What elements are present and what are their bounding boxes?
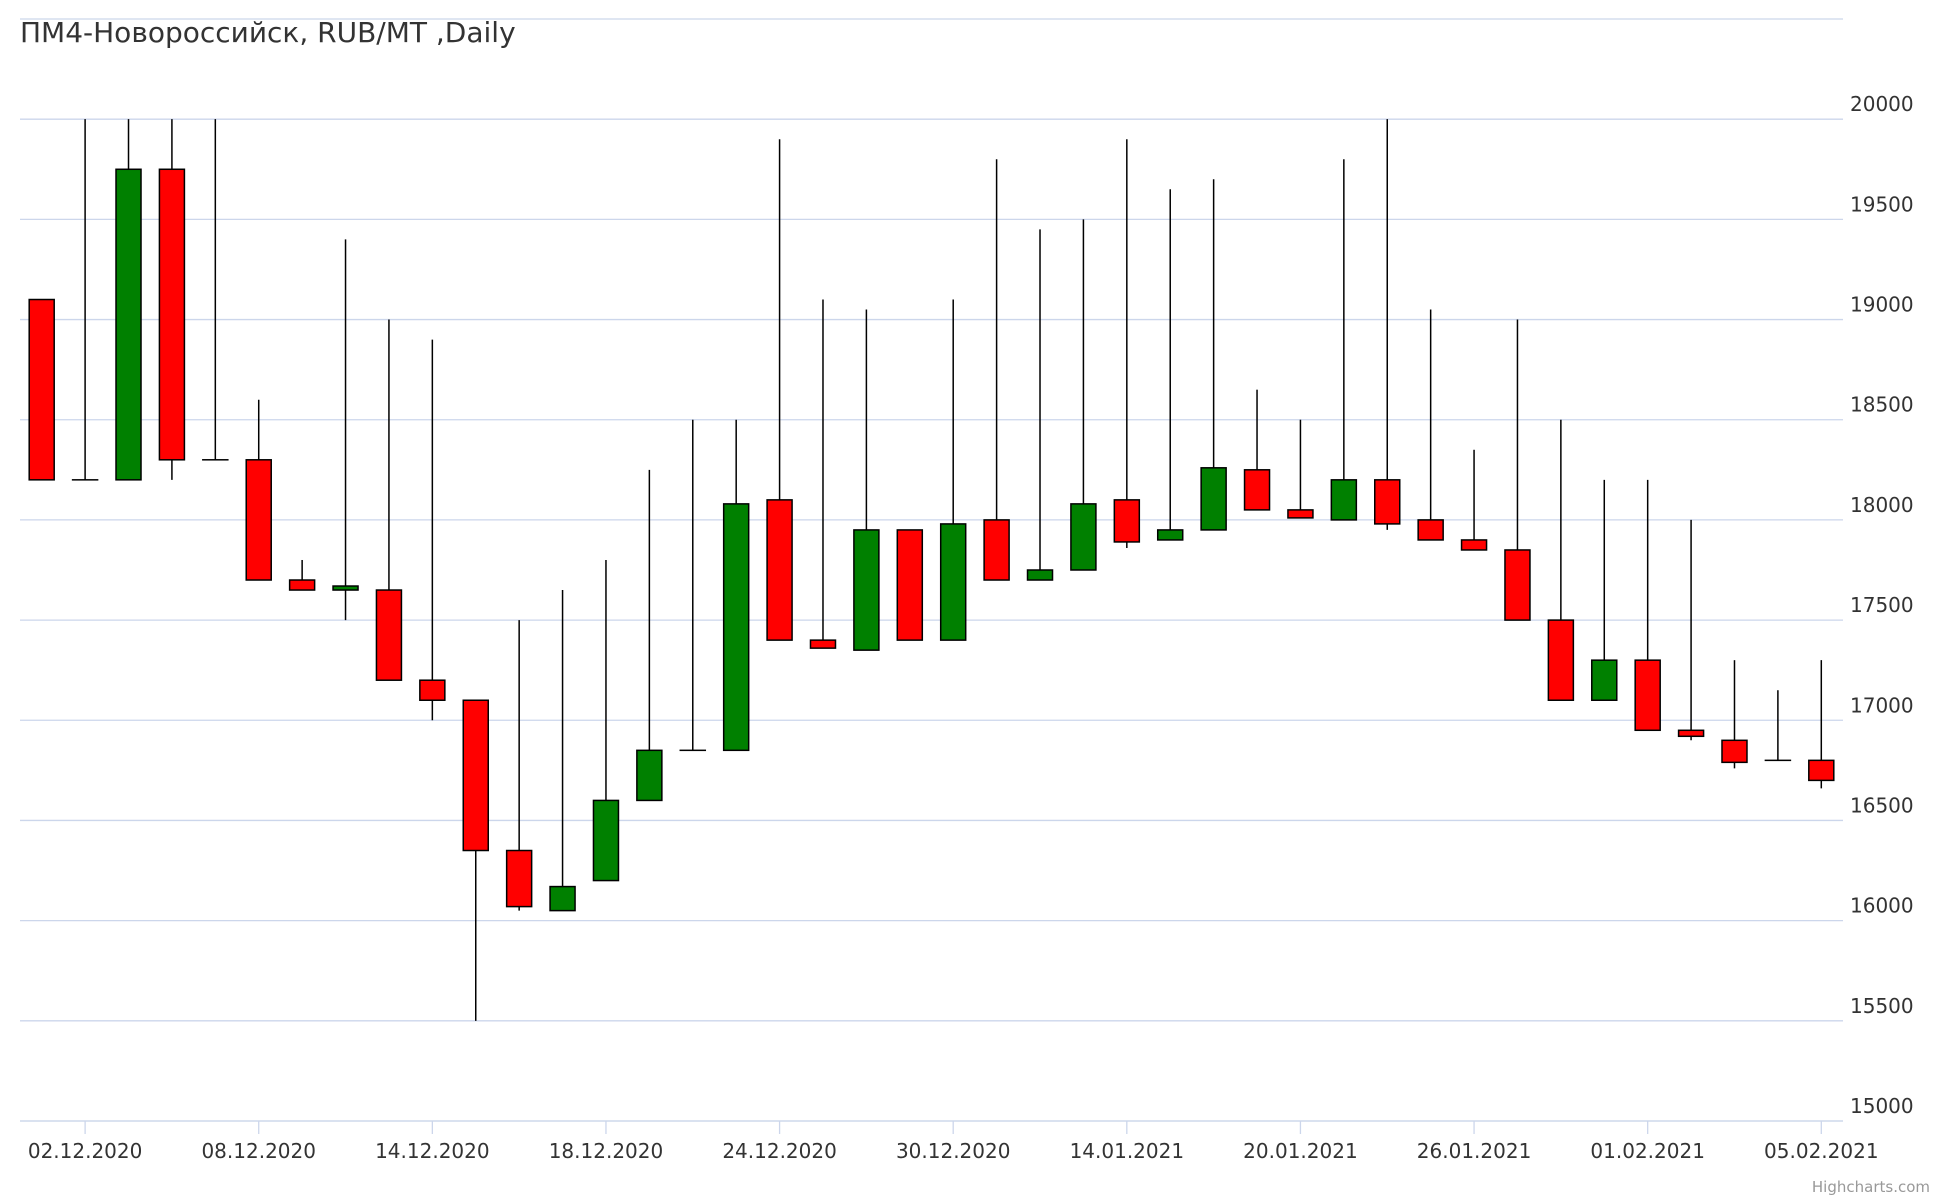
y-tick-label: 20000 — [1850, 92, 1914, 116]
candle-body — [853, 529, 880, 651]
candle-body — [1460, 539, 1488, 551]
credits: Highcharts.com — [1812, 1178, 1930, 1196]
x-tick-label: 20.01.2021 — [1243, 1139, 1358, 1163]
candle-body — [1243, 469, 1271, 511]
y-tick-label: 19000 — [1850, 293, 1914, 317]
candle-body — [419, 679, 446, 701]
candle-body — [1200, 467, 1227, 531]
candle-body — [1634, 659, 1661, 732]
candle-body — [592, 799, 620, 882]
candle-body — [1113, 499, 1141, 543]
candle-body — [1808, 759, 1835, 782]
y-tick-label: 15500 — [1850, 994, 1914, 1018]
candle-body — [722, 503, 750, 752]
x-tick-label: 02.12.2020 — [28, 1139, 143, 1163]
candle-body — [505, 849, 533, 908]
candle-body — [332, 585, 359, 591]
chart-title: ПМ4-Новороссийск, RUB/MT ,Daily — [20, 16, 516, 49]
candle-body — [462, 699, 489, 852]
y-tick-label: 17500 — [1850, 593, 1914, 617]
candle-body — [636, 749, 663, 802]
candle-body — [1156, 529, 1184, 541]
y-tick-label: 16500 — [1850, 793, 1914, 817]
y-tick-label: 16000 — [1850, 894, 1914, 918]
y-tick-label: 15000 — [1850, 1094, 1914, 1118]
candle-body — [1026, 569, 1054, 581]
candle-body — [549, 885, 576, 912]
y-tick-label: 17000 — [1850, 693, 1914, 717]
candle-body — [245, 459, 272, 581]
x-tick-label: 24.12.2020 — [722, 1139, 837, 1163]
x-tick-label: 08.12.2020 — [201, 1139, 316, 1163]
candle-body — [1287, 509, 1314, 519]
candle-body — [896, 529, 924, 641]
candle-body — [1330, 479, 1358, 521]
candle-body — [1374, 479, 1401, 525]
candle-body — [1677, 729, 1705, 738]
candle-body — [1591, 659, 1618, 701]
candle-body — [809, 639, 837, 649]
x-tick-label: 14.01.2021 — [1070, 1139, 1185, 1163]
candle-body — [1417, 519, 1444, 541]
y-tick-label: 18000 — [1850, 493, 1914, 517]
candle-body — [1547, 619, 1575, 701]
y-tick-label: 18500 — [1850, 393, 1914, 417]
x-tick-label: 05.02.2021 — [1764, 1139, 1879, 1163]
candle-body — [939, 523, 967, 641]
candle-body — [1504, 549, 1531, 621]
x-tick-label: 01.02.2021 — [1590, 1139, 1705, 1163]
x-tick-label: 26.01.2021 — [1417, 1139, 1532, 1163]
candle-body — [983, 519, 1010, 581]
candle-body — [1721, 739, 1748, 764]
x-tick-label: 30.12.2020 — [896, 1139, 1011, 1163]
candle-body — [375, 589, 403, 681]
candle-body — [288, 579, 316, 591]
candle-body — [766, 499, 793, 641]
x-tick-label: 14.12.2020 — [375, 1139, 490, 1163]
x-tick-label: 18.12.2020 — [549, 1139, 664, 1163]
candle-body — [28, 298, 55, 481]
y-tick-label: 19500 — [1850, 192, 1914, 216]
candle-body — [115, 168, 142, 481]
candle-body — [1070, 503, 1097, 571]
candle-body — [158, 168, 186, 461]
